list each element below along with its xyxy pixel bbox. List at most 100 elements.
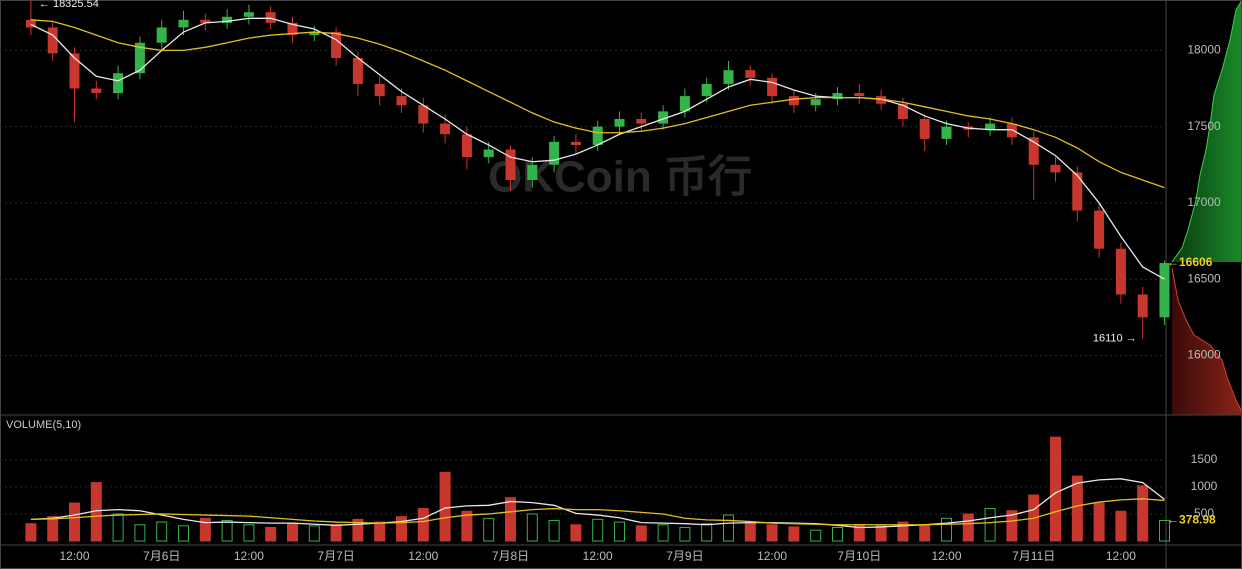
volume-bar <box>614 521 625 542</box>
volume-ma-line <box>30 498 1165 526</box>
candle-body <box>592 126 603 145</box>
volume-bar <box>810 529 822 542</box>
volume-bar <box>897 521 909 542</box>
volume-bar <box>570 524 582 542</box>
candle-body <box>1072 172 1083 211</box>
last-price-label: ←16606 <box>1167 255 1213 269</box>
candle-body <box>1115 248 1126 295</box>
candle-body <box>243 12 254 17</box>
candle-body <box>658 111 669 124</box>
candle-body <box>745 70 756 78</box>
volume-bar <box>919 524 931 542</box>
y-tick-label: 16500 <box>1187 271 1221 285</box>
volume-bar <box>832 526 843 542</box>
volume-bar <box>69 502 80 542</box>
volume-bar <box>744 521 756 542</box>
volume-bar <box>417 508 429 542</box>
volume-tick-label: 1000 <box>1191 479 1218 493</box>
volume-bar <box>526 513 538 542</box>
candle-body <box>461 134 472 158</box>
candle-body <box>287 22 298 36</box>
volume-bar <box>1071 475 1083 542</box>
volume-bar <box>243 524 255 542</box>
x-tick-label: 7月7日 <box>317 549 354 563</box>
candle-body <box>1050 164 1061 173</box>
volume-bar <box>962 513 974 542</box>
y-tick-label: 18000 <box>1187 43 1221 57</box>
candle-body <box>570 141 581 145</box>
volume-ma-line <box>30 478 1165 529</box>
volume-bar <box>265 526 277 542</box>
volume-title: VOLUME(5,10) <box>6 419 81 431</box>
volume-bar <box>330 524 342 542</box>
candle-body <box>396 96 407 106</box>
candle-body <box>418 105 429 124</box>
candle-body <box>222 16 233 23</box>
volume-bar <box>134 524 146 542</box>
volume-bar <box>1115 510 1127 542</box>
y-tick-label: 17500 <box>1187 119 1221 133</box>
x-tick-label: 12:00 <box>583 549 613 563</box>
candle-body <box>352 57 363 84</box>
x-tick-label: 12:00 <box>234 549 264 563</box>
candle-body <box>331 32 342 58</box>
volume-bar <box>287 522 298 542</box>
candle-body <box>788 96 799 106</box>
volume-bar <box>1050 436 1061 542</box>
volume-bar <box>505 497 516 542</box>
volume-bar <box>875 525 887 542</box>
volume-bar <box>374 521 386 542</box>
candle-body <box>1028 137 1039 165</box>
x-tick-label: 12:00 <box>757 549 787 563</box>
candle-body <box>309 32 320 36</box>
candle-body <box>47 27 58 54</box>
volume-bar <box>156 521 168 542</box>
volume-bar <box>483 517 495 542</box>
candle-body <box>549 141 560 165</box>
volume-bar <box>178 525 189 542</box>
ma-line <box>30 19 1165 189</box>
candle-body <box>265 12 276 23</box>
depth-asks <box>1172 268 1242 415</box>
volume-bar <box>984 508 996 542</box>
volume-bar <box>548 519 560 542</box>
depth-asks-line <box>1171 267 1242 413</box>
volume-bar <box>723 514 734 542</box>
volume-bar <box>1006 510 1018 542</box>
candle-body <box>91 88 102 94</box>
candle-body <box>134 42 145 74</box>
volume-bar <box>657 524 669 542</box>
volume-tick-label: 500 <box>1194 506 1214 520</box>
candle-body <box>919 119 930 139</box>
candle-body <box>767 77 778 97</box>
volume-bar <box>308 525 320 542</box>
price-annotation: 16110 → <box>1093 333 1137 345</box>
candle-body <box>614 119 625 127</box>
candle-body <box>527 164 538 181</box>
candle-body <box>113 73 124 94</box>
volume-bar <box>788 526 800 542</box>
y-tick-label: 16000 <box>1187 348 1221 362</box>
x-tick-label: 7月6日 <box>143 549 180 563</box>
candle-body <box>679 96 690 112</box>
x-tick-label: 7月8日 <box>492 549 529 563</box>
candle-body <box>810 99 821 106</box>
volume-bar <box>199 517 211 542</box>
volume-bar <box>1137 485 1149 542</box>
candle-body <box>832 93 843 100</box>
volume-bar <box>396 516 407 542</box>
candle-body <box>897 103 908 120</box>
candle-body <box>1094 210 1105 249</box>
candle-body <box>876 96 887 104</box>
candle-body <box>1159 263 1170 318</box>
volume-bar <box>25 523 37 542</box>
volume-bar <box>112 513 124 542</box>
volume-bar <box>701 523 713 542</box>
candle-body <box>985 123 996 130</box>
candle-body <box>200 19 211 23</box>
x-tick-label: 12:00 <box>59 549 89 563</box>
x-tick-label: 12:00 <box>931 549 961 563</box>
